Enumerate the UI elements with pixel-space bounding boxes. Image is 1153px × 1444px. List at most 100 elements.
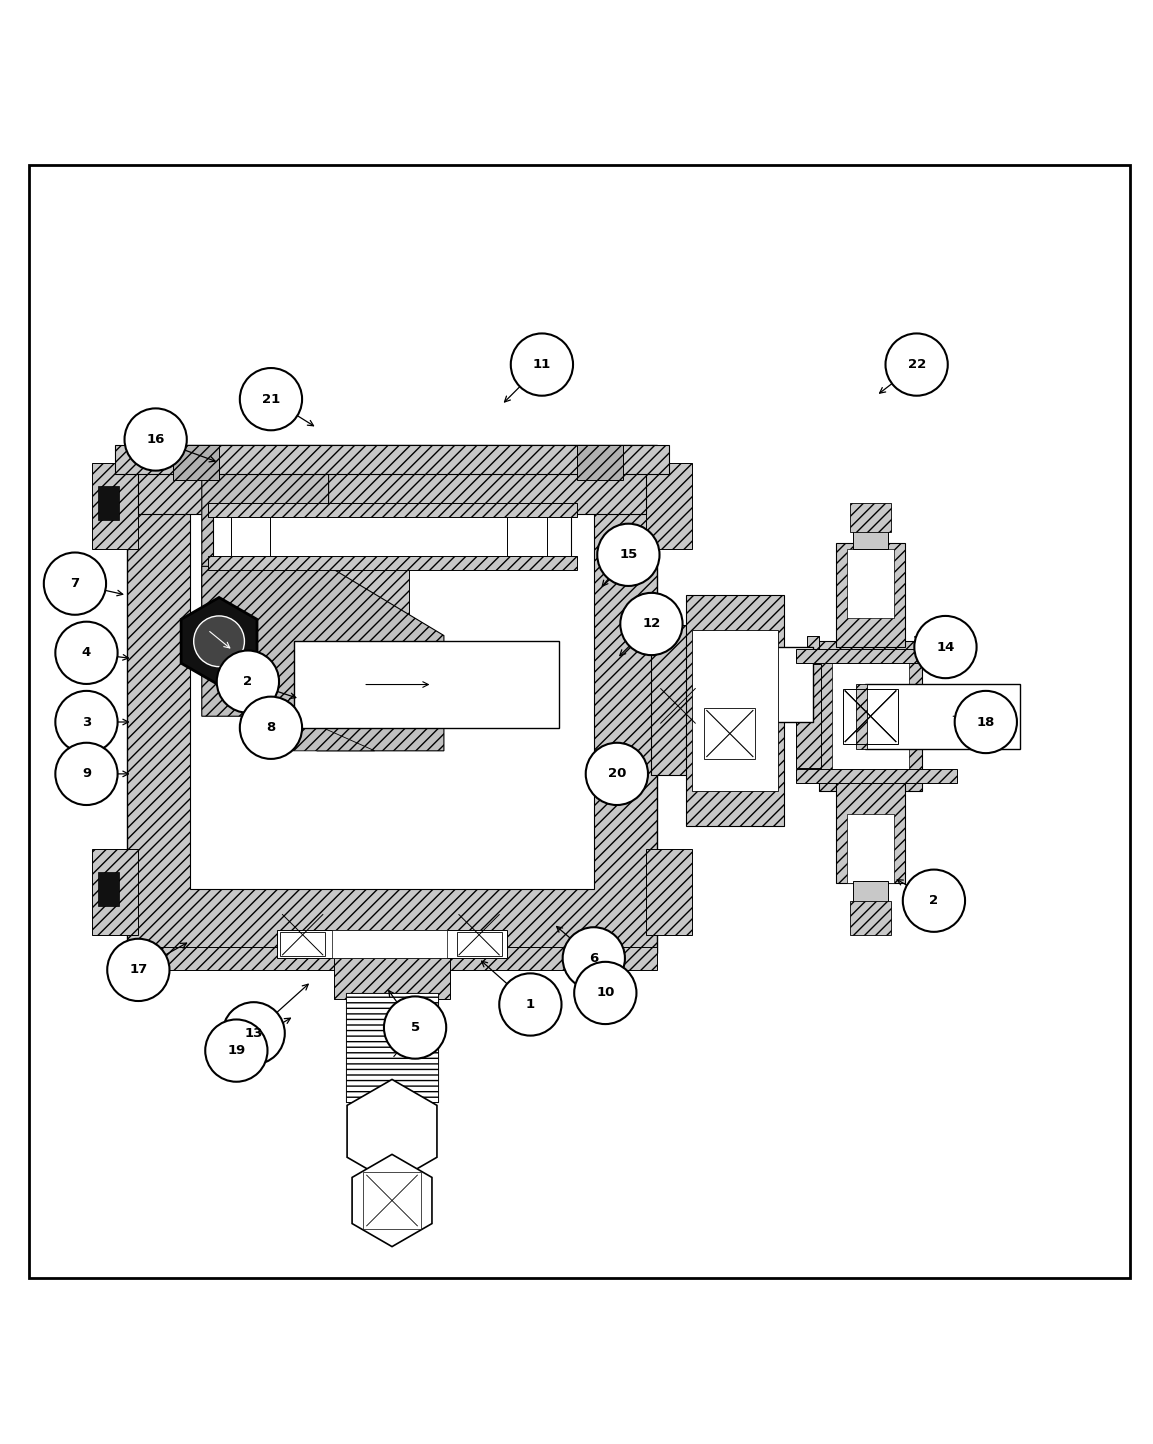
Circle shape [194,617,244,667]
Bar [836,543,905,647]
Bar [363,1171,421,1229]
Text: 10: 10 [596,986,615,999]
Text: 2: 2 [243,676,253,689]
Circle shape [223,1002,285,1064]
Bar [698,635,709,734]
Bar [457,931,502,956]
Bar [334,953,450,999]
Circle shape [955,690,1017,754]
Text: 9: 9 [82,767,91,780]
Text: 19: 19 [227,1044,246,1057]
Polygon shape [271,705,375,751]
Bar [807,635,819,734]
Bar [115,445,669,474]
Circle shape [620,593,683,656]
Bar [692,630,778,791]
Circle shape [586,742,648,804]
Bar [208,503,576,517]
Text: 12: 12 [642,618,661,631]
Text: 4: 4 [82,647,91,660]
Circle shape [574,962,636,1024]
Bar [280,931,325,956]
Circle shape [914,617,977,679]
Bar [346,993,438,1102]
Bar [507,517,547,556]
Bar [173,445,219,479]
Text: 20: 20 [608,767,626,780]
Bar [819,641,922,791]
Bar [190,508,594,890]
Circle shape [55,742,118,804]
Text: 21: 21 [262,393,280,406]
Circle shape [125,409,187,471]
Bar [576,445,623,479]
Polygon shape [271,566,409,716]
Bar [138,451,646,514]
Polygon shape [352,1154,432,1246]
Text: 16: 16 [146,433,165,446]
Bar [836,780,905,884]
Bar [847,549,894,618]
Bar [213,513,571,560]
Bar [856,684,867,748]
Polygon shape [181,598,257,684]
Polygon shape [202,566,444,751]
Bar [92,462,138,549]
Text: 14: 14 [936,641,955,654]
Bar [704,708,755,760]
Text: 2: 2 [929,894,939,907]
Bar [709,644,726,760]
Bar [294,641,559,728]
Bar [796,770,957,783]
Circle shape [563,927,625,989]
Bar [865,684,1020,748]
Text: 8: 8 [266,721,276,734]
Bar [832,656,909,777]
Circle shape [886,334,948,396]
Bar [98,485,119,520]
Circle shape [384,996,446,1058]
Text: 18: 18 [977,715,995,729]
Circle shape [597,524,660,586]
Bar [277,930,507,959]
Bar [127,445,657,953]
Circle shape [499,973,562,1035]
Text: 15: 15 [619,549,638,562]
Text: 11: 11 [533,358,551,371]
Bar [853,881,888,907]
Circle shape [107,939,169,1001]
Bar [651,625,715,775]
Circle shape [205,1019,267,1082]
Bar [208,556,576,570]
Bar [796,664,821,768]
Text: 1: 1 [526,998,535,1011]
Circle shape [511,334,573,396]
Bar [686,595,784,826]
Text: 17: 17 [129,963,148,976]
Polygon shape [347,1080,437,1183]
Bar [850,901,891,936]
Bar [646,849,692,936]
Circle shape [44,553,106,615]
Bar [847,814,894,884]
Bar [127,947,657,970]
Text: 3: 3 [82,715,91,729]
Circle shape [217,650,279,713]
Text: 6: 6 [589,952,598,965]
Bar [98,872,119,907]
Circle shape [903,869,965,931]
Bar [332,930,447,959]
Text: 13: 13 [244,1027,263,1040]
Bar [853,529,888,549]
Bar [843,689,898,744]
Bar [231,517,270,556]
Circle shape [240,368,302,430]
Bar [703,647,813,722]
Circle shape [240,696,302,760]
Circle shape [55,622,118,684]
Bar [346,993,438,1102]
Text: 22: 22 [907,358,926,371]
Text: 5: 5 [410,1021,420,1034]
Text: 7: 7 [70,578,80,591]
Bar [92,849,138,936]
